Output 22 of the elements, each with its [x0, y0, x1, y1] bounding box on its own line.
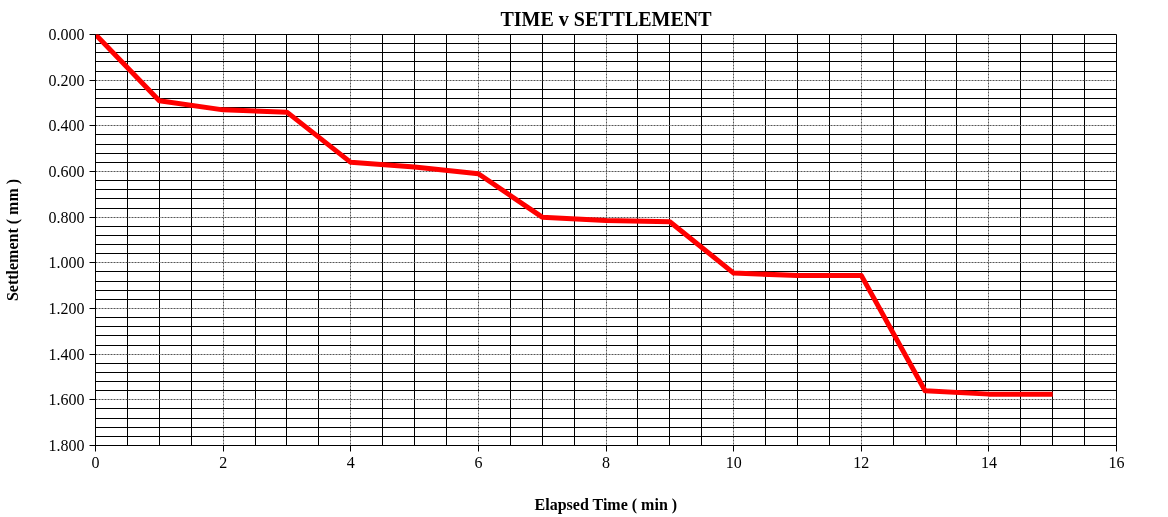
x-tick-label: 10 — [725, 453, 742, 471]
y-tick-label: 1.600 — [48, 391, 85, 409]
x-tick-label: 4 — [346, 453, 355, 471]
y-tick-label: 1.400 — [48, 345, 85, 363]
chart-title: TIME v SETTLEMENT — [500, 7, 713, 30]
y-tick-label: 0.400 — [48, 117, 85, 135]
x-tick-label: 0 — [91, 453, 100, 471]
y-tick-label: 0.000 — [48, 26, 85, 43]
x-tick-label: 6 — [474, 453, 483, 471]
y-tick-label: 0.600 — [48, 163, 85, 180]
y-axis-title: Settlement ( mm ) — [3, 178, 22, 302]
x-tick-label: 2 — [219, 453, 228, 471]
y-tick-label: 0.200 — [48, 71, 85, 89]
x-tick-label: 8 — [602, 453, 610, 471]
y-tick-label: 1.200 — [48, 300, 85, 317]
x-tick-label: 14 — [980, 453, 997, 471]
x-tick-label: 12 — [853, 453, 870, 471]
y-tick-label: 1.800 — [48, 437, 85, 454]
y-tick-label: 1.000 — [48, 254, 85, 272]
x-tick-label: 16 — [1108, 453, 1125, 471]
x-axis-title: Elapsed Time ( min ) — [534, 495, 678, 514]
y-tick-label: 0.800 — [48, 208, 85, 226]
